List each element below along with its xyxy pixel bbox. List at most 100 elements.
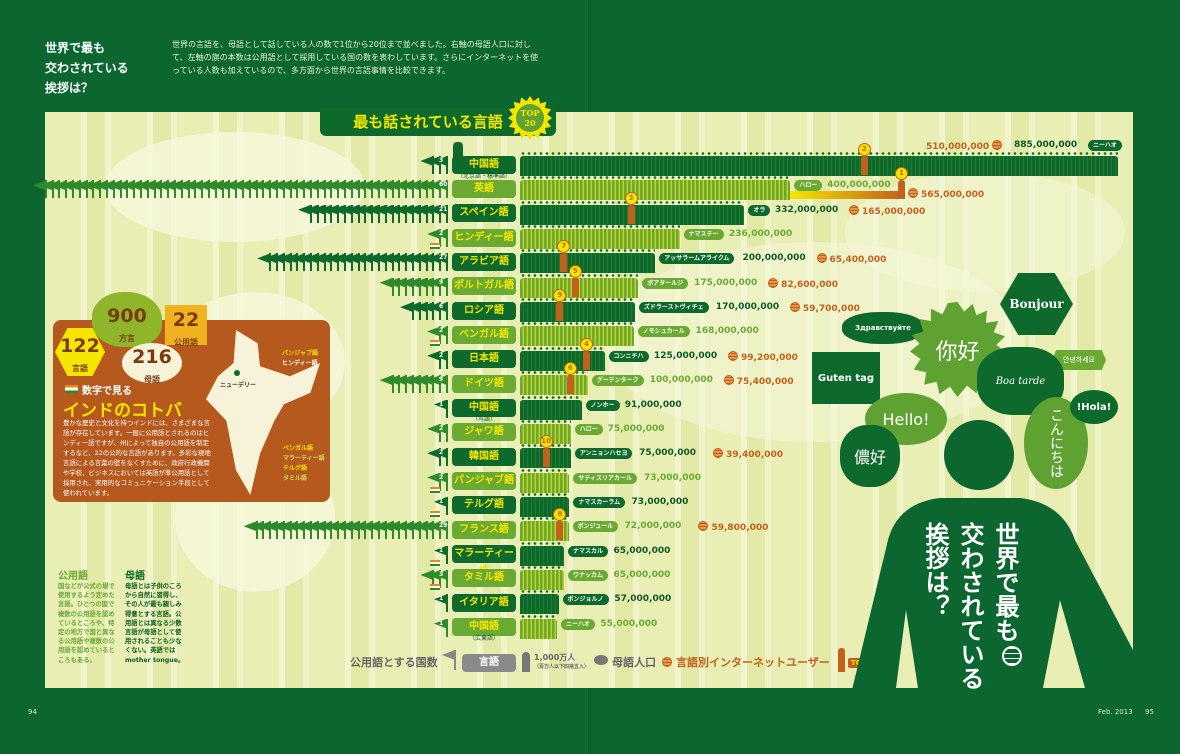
greeting-bubble: ナマスカル <box>567 545 608 557</box>
official-country-count: 1 <box>439 497 444 505</box>
language-label: 中国語 <box>452 399 516 417</box>
internet-value: 75,400,000 <box>736 377 794 388</box>
speakers-bar <box>520 152 1119 176</box>
flag-icon <box>442 650 456 670</box>
internet-rank-marker: 8 <box>553 508 567 541</box>
official-country-flag <box>434 594 448 613</box>
rank-number: 5 <box>568 264 582 278</box>
greeting-bubble: ハロー <box>574 423 603 435</box>
legend-native: 母語人口 <box>612 656 656 669</box>
internet-users: 99,200,000 <box>728 350 798 364</box>
stat-native: 216 母語 <box>132 346 172 384</box>
language-label: ジャワ語 <box>452 423 516 442</box>
india-flag-icon <box>430 340 440 347</box>
language-label: ロシア語 <box>452 301 516 320</box>
speakers-value: 73,000,000 <box>644 472 701 483</box>
speakers-value: 91,000,000 <box>624 399 682 410</box>
india-subtitle: 数字で見る <box>82 386 132 397</box>
greeting-bubble: ズドラーストヴィチェ <box>638 302 709 314</box>
language-label: タミル語 <box>452 569 516 588</box>
official-body: 国などが公式の場で使用するよう定めた言語。ひとつの国で複数の公用語を認めていると… <box>58 583 115 664</box>
official-country-flag <box>379 375 394 394</box>
language-label: スペイン語 <box>452 204 516 223</box>
language-label: ポルトガル語 <box>452 277 516 296</box>
greeting-bubble: ボアタールジ <box>642 277 689 289</box>
india-flag-icon <box>430 583 440 590</box>
official-country-flag <box>420 156 435 174</box>
internet-rank-marker: 10 <box>539 435 554 468</box>
top20-badge: TOP 20 <box>508 96 552 140</box>
speakers-value: 55,000,000 <box>600 618 658 629</box>
map-label: タミル語 <box>283 475 308 482</box>
official-country-count: 60 <box>439 181 448 189</box>
stat-dialects: 900 方言 <box>107 305 147 343</box>
official-country-count: 1 <box>439 619 444 627</box>
official-country-count: 2 <box>439 424 444 432</box>
person-icon <box>522 652 530 672</box>
internet-value: 165,000,000 <box>862 206 926 217</box>
legend-note: （百万人以下四捨五入） <box>534 664 590 670</box>
internet-rank-marker: 4 <box>580 337 594 370</box>
language-label: 英語 <box>452 179 516 198</box>
internet-users: 65,400,000 <box>816 253 887 266</box>
official-country-flag <box>243 521 258 540</box>
official-country-count: 3 <box>439 157 444 164</box>
speakers-value: 125,000,000 <box>654 350 718 361</box>
speakers-bar <box>520 176 791 201</box>
official-country-count: 2 <box>439 449 444 457</box>
map-label: ニューデリー <box>220 382 257 389</box>
poster-title-line: 交わされている <box>956 522 984 690</box>
internet-rank-marker: 1 <box>894 167 909 200</box>
rank-number: 9 <box>553 289 567 303</box>
speakers-value: 65,000,000 <box>613 545 671 556</box>
speakers-value: 57,000,000 <box>614 594 672 605</box>
internet-users: 165,000,000 <box>849 204 926 218</box>
language-sublabel: （呉語） <box>471 416 496 424</box>
official-country-flag <box>257 253 272 272</box>
title-line: 挨拶は？ <box>45 81 94 95</box>
speakers-value: 885,000,000 <box>1014 140 1078 150</box>
globe-icon <box>728 350 738 361</box>
official-country-count: 2 <box>439 473 444 481</box>
language-label: ヒンディー語 <box>452 228 516 247</box>
speakers-value: 175,000,000 <box>694 277 758 288</box>
person-raising-hand-icon <box>860 156 868 175</box>
header-description: 世界の言語を、母語として話している人の数で1位から20位まで並べました。右軸の母… <box>172 40 539 75</box>
greeting-bubble: ボンジョルノ <box>562 594 609 606</box>
person-raising-hand-icon <box>583 350 591 370</box>
greeting-spanish: !Hola! <box>1070 390 1118 424</box>
language-label: イタリア語 <box>452 593 516 612</box>
internet-value: 65,400,000 <box>829 255 887 266</box>
globe-icon <box>768 277 779 288</box>
official-country-flag <box>434 618 448 637</box>
official-country-flag <box>434 545 448 564</box>
internet-rank-marker: 5 <box>568 264 583 297</box>
language-label: 中国語 <box>452 155 516 174</box>
speakers-value: 65,000,000 <box>613 569 671 580</box>
speakers-bar <box>520 249 656 274</box>
globe-icon <box>1002 646 1022 666</box>
stat-bubble <box>122 343 182 383</box>
speakers-value: 170,000,000 <box>715 302 780 313</box>
official-country-count: 2 <box>439 230 444 238</box>
rank-number: 2 <box>857 143 871 156</box>
speakers-value: 200,000,000 <box>742 253 806 264</box>
speakers-value: 100,000,000 <box>649 375 713 386</box>
official-country-flag <box>32 180 47 199</box>
speakers-value: 75,000,000 <box>639 448 697 459</box>
globe-icon <box>698 521 709 532</box>
internet-users: 59,800,000 <box>698 521 768 534</box>
language-label: 中国語 <box>452 618 516 637</box>
person-raising-hand-icon <box>627 204 635 224</box>
internet-rank-marker: 2 <box>857 143 872 175</box>
native-heading: 母語 <box>125 571 145 582</box>
legend-language: 言語 <box>462 654 516 672</box>
speakers-value: 400,000,000 <box>827 180 891 191</box>
speakers-bar <box>520 614 558 639</box>
speakers-value: 168,000,000 <box>695 326 759 337</box>
india-title: インドのコトバ <box>63 401 182 421</box>
internet-value: 99,200,000 <box>741 352 798 363</box>
language-sublabel: （広東語） <box>468 635 499 643</box>
globe-icon <box>907 188 918 199</box>
